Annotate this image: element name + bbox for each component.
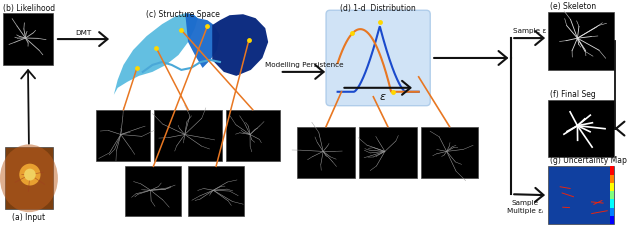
Text: (e) Skeleton: (e) Skeleton (550, 2, 596, 11)
Ellipse shape (0, 145, 58, 212)
Text: Modelling Persistence: Modelling Persistence (264, 62, 343, 68)
Bar (548, 100, 614, 158)
FancyBboxPatch shape (326, 11, 430, 106)
Text: DMT: DMT (76, 30, 92, 36)
Text: ε: ε (380, 91, 386, 101)
Polygon shape (114, 14, 198, 95)
Bar (548, 167, 614, 224)
Bar (154, 110, 222, 162)
Bar (610, 199, 614, 208)
Bar (610, 191, 614, 199)
Text: (g) Uncertainty Map: (g) Uncertainty Map (550, 156, 627, 165)
Bar (610, 175, 614, 183)
Text: (d) 1-d  Distribution: (d) 1-d Distribution (340, 4, 416, 13)
Text: (a) Input: (a) Input (12, 212, 45, 221)
Text: Sample ε: Sample ε (513, 28, 547, 34)
Polygon shape (185, 14, 220, 69)
Text: Sample
Multiple εᵢ: Sample Multiple εᵢ (507, 199, 543, 213)
Bar (125, 167, 181, 216)
Circle shape (19, 164, 40, 186)
Bar (610, 183, 614, 191)
Bar (3, 14, 53, 66)
Bar (610, 216, 614, 224)
Bar (5, 148, 53, 209)
Bar (226, 110, 280, 162)
Bar (188, 167, 244, 216)
Text: (f) Final Seg: (f) Final Seg (550, 89, 596, 98)
Bar (97, 110, 150, 162)
Polygon shape (212, 15, 268, 76)
Bar (297, 127, 355, 179)
Circle shape (24, 169, 36, 181)
Bar (610, 167, 614, 175)
Bar (359, 127, 417, 179)
Bar (420, 127, 479, 179)
Bar (548, 13, 614, 71)
Text: (b) Likelihood: (b) Likelihood (3, 4, 55, 13)
Bar (610, 208, 614, 216)
Text: (c) Structure Space: (c) Structure Space (147, 10, 220, 19)
